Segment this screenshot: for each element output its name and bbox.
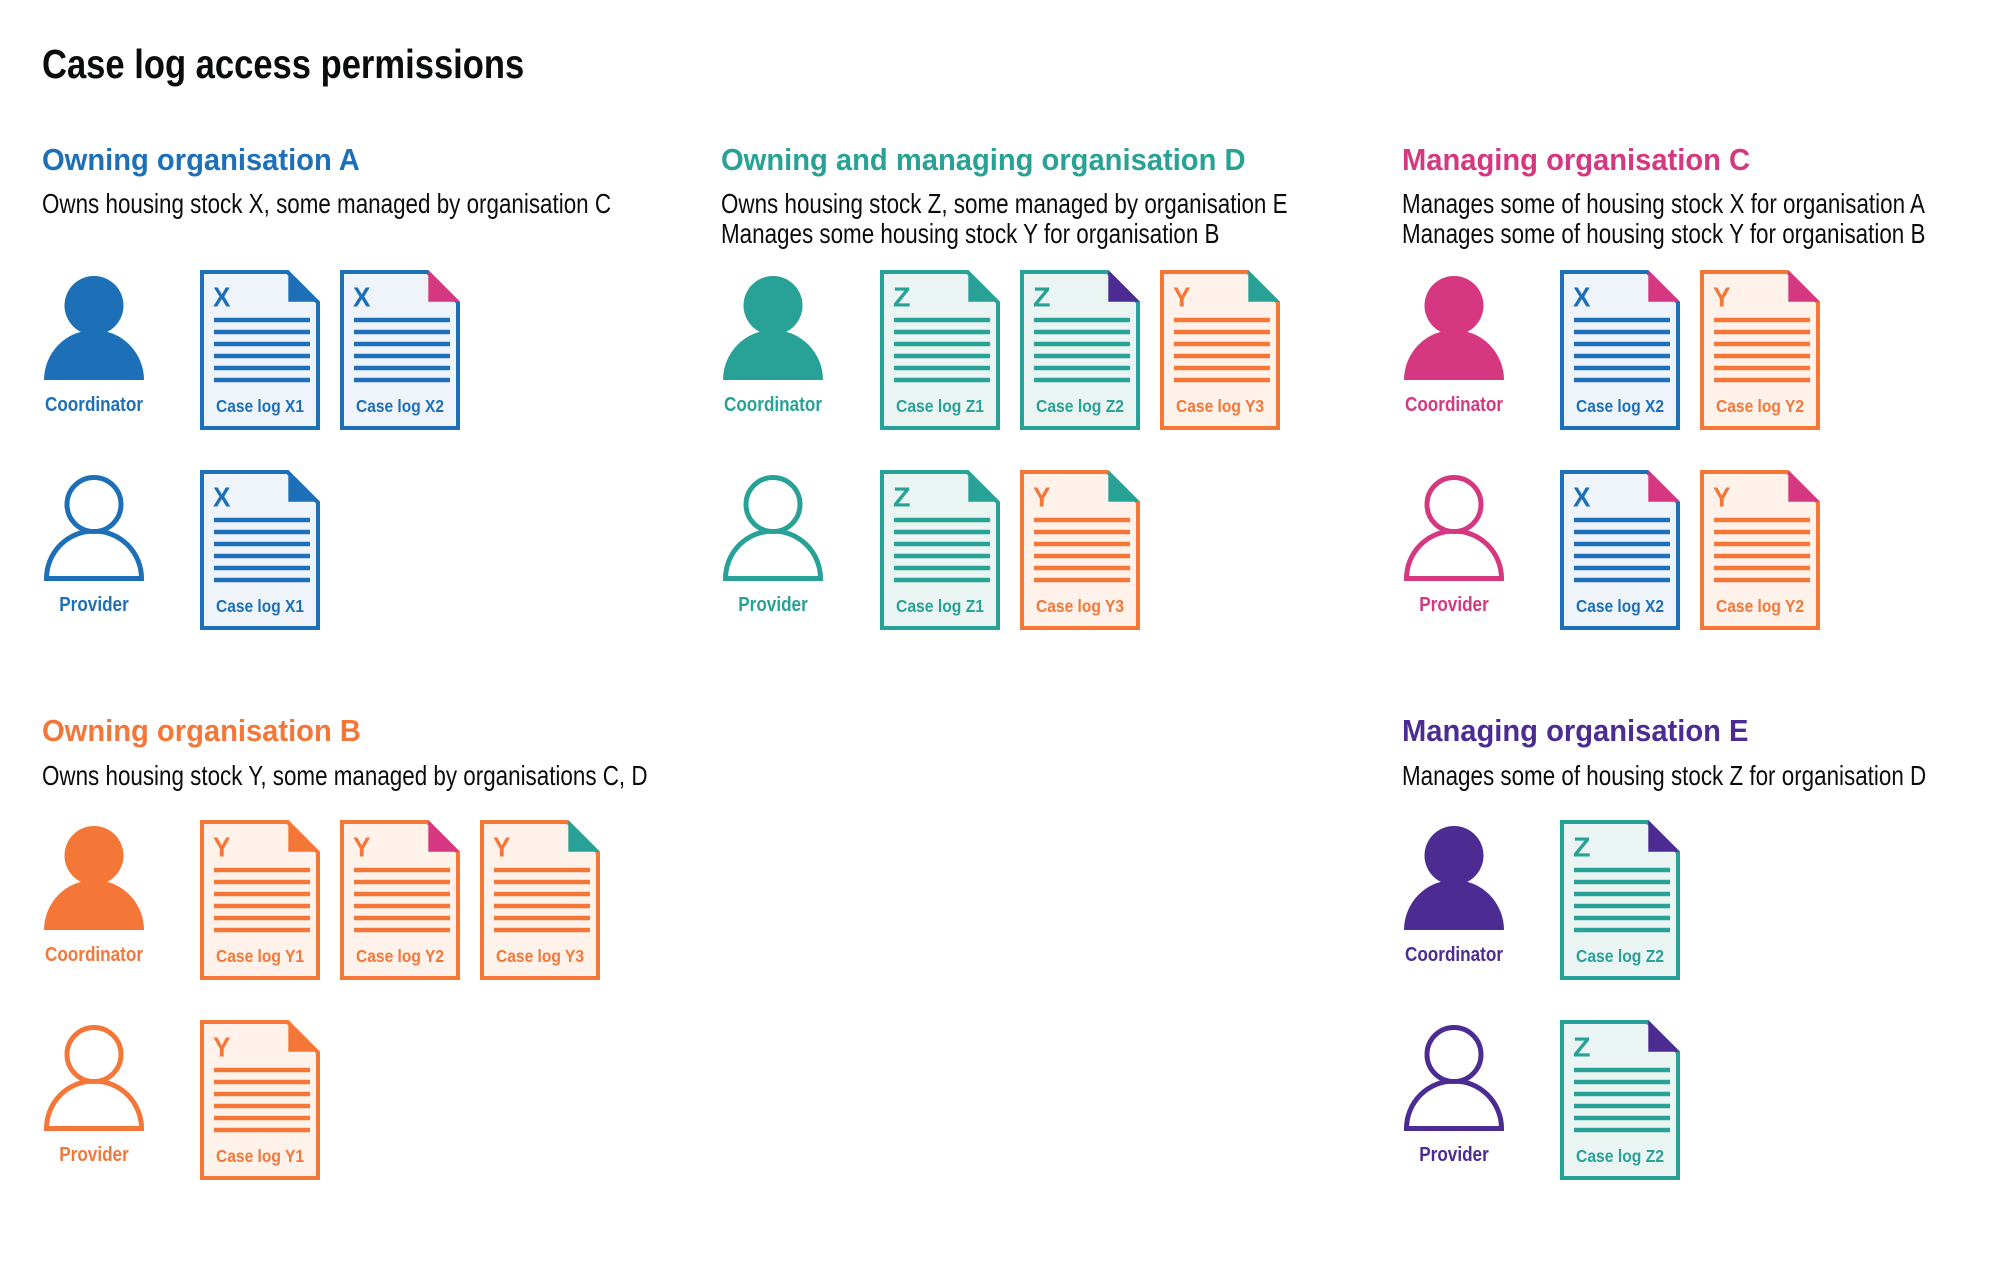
svg-text:X: X — [1573, 482, 1591, 513]
svg-text:Case log Y2: Case log Y2 — [1716, 396, 1804, 416]
svg-text:Case log Z2: Case log Z2 — [1576, 946, 1664, 966]
svg-text:Case log Z1: Case log Z1 — [896, 396, 984, 416]
svg-text:Case log Y3: Case log Y3 — [496, 946, 584, 966]
svg-text:Case log Y2: Case log Y2 — [356, 946, 444, 966]
svg-text:Case log X2: Case log X2 — [356, 396, 444, 416]
svg-text:Y: Y — [213, 1032, 231, 1063]
svg-text:X: X — [213, 282, 231, 313]
svg-text:Z: Z — [1573, 832, 1591, 863]
svg-text:Case log Z2: Case log Z2 — [1036, 396, 1124, 416]
svg-text:Z: Z — [1573, 1032, 1591, 1063]
svg-text:Y: Y — [1713, 282, 1731, 313]
svg-text:Case log Y2: Case log Y2 — [1716, 596, 1804, 616]
svg-text:Case log Z1: Case log Z1 — [896, 596, 984, 616]
svg-text:Y: Y — [213, 832, 231, 863]
svg-text:Case log Y1: Case log Y1 — [216, 1146, 304, 1166]
svg-text:Y: Y — [1713, 482, 1731, 513]
svg-text:X: X — [353, 282, 371, 313]
svg-text:X: X — [213, 482, 231, 513]
svg-text:Y: Y — [353, 832, 371, 863]
svg-text:Y: Y — [1173, 282, 1191, 313]
svg-text:Case log X2: Case log X2 — [1576, 596, 1664, 616]
svg-text:X: X — [1573, 282, 1591, 313]
svg-text:Case log X1: Case log X1 — [216, 596, 304, 616]
svg-text:Case log Y3: Case log Y3 — [1036, 596, 1124, 616]
svg-text:Y: Y — [1033, 482, 1051, 513]
svg-text:Z: Z — [893, 482, 911, 513]
svg-text:Case log Z2: Case log Z2 — [1576, 1146, 1664, 1166]
svg-text:Case log X1: Case log X1 — [216, 396, 304, 416]
svg-text:Z: Z — [1033, 282, 1051, 313]
svg-text:Case log X2: Case log X2 — [1576, 396, 1664, 416]
svg-text:Y: Y — [493, 832, 511, 863]
svg-text:Z: Z — [893, 282, 911, 313]
svg-text:Case log Y1: Case log Y1 — [216, 946, 304, 966]
svg-text:Case log Y3: Case log Y3 — [1176, 396, 1264, 416]
